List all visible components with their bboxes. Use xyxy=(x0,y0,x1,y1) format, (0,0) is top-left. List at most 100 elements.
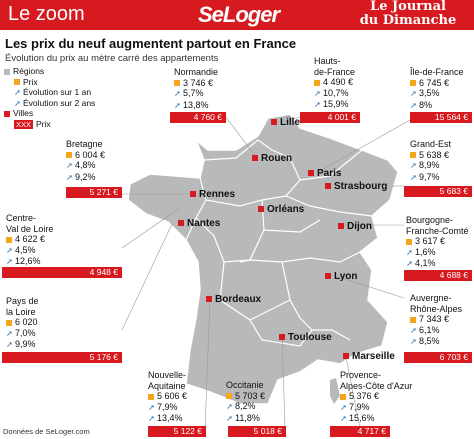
region-price: 5 606 € xyxy=(157,391,188,401)
seloger-logo: SeLoger xyxy=(198,2,280,27)
callout-bourgogne-franche-comte: Bourgogne- Franche-Comté 3 617 € ➚ 1,6% ➚… xyxy=(406,215,469,270)
region-name: Franche-Comté xyxy=(406,225,469,236)
region-evo2: 15,6% xyxy=(349,413,375,423)
arrow-icon: ➚ xyxy=(6,245,13,255)
arrow-icon: ➚ xyxy=(314,88,321,98)
region-name: Île-de-France xyxy=(410,67,464,77)
region-name: la Loire xyxy=(6,306,36,317)
region-evo2: 8% xyxy=(419,99,433,110)
price-icon xyxy=(410,316,416,323)
region-name: Auvergne- xyxy=(410,293,452,303)
callout-bretagne: Bretagne 6 004 € ➚ 4,8% ➚ 9,2% xyxy=(66,139,105,183)
region-price: 6 020 xyxy=(15,317,38,327)
city-price-marseille: 4 717 € xyxy=(330,426,390,437)
region-name: Bretagne xyxy=(66,139,103,149)
callout-occitanie: Occitanie 5 703 € ➚ 8,2% ➚ 11,8% xyxy=(226,380,265,424)
arrow-icon: ➚ xyxy=(410,172,417,182)
legend-regions: Régions xyxy=(13,66,45,76)
region-name: Alpes-Côte d'Azur xyxy=(340,380,413,391)
jdd-logo-line1: Le Journal xyxy=(370,0,446,14)
price-icon xyxy=(410,80,416,87)
city-strasbourg: Strasbourg xyxy=(325,181,387,192)
price-icon xyxy=(314,79,320,86)
city-marker-icon xyxy=(338,223,344,230)
leader-lines xyxy=(121,116,411,429)
arrow-icon: ➚ xyxy=(410,337,417,346)
region-evo1: 8,9% xyxy=(419,160,440,170)
region-evo1: 5,7% xyxy=(183,88,204,98)
legend-xxx-box: XXX xyxy=(14,119,34,129)
legend-evo1: Évolution sur 1 an xyxy=(23,87,92,97)
arrow-icon: ➚ xyxy=(174,100,181,110)
arrow-icon: ➚ xyxy=(14,98,21,108)
region-price: 4 622 € xyxy=(15,234,46,244)
city-price-rennes: 5 271 € xyxy=(66,187,122,198)
city-marker-icon xyxy=(178,220,184,227)
price-icon xyxy=(6,319,12,326)
region-evo1: 7,9% xyxy=(349,401,370,412)
city-marker-icon xyxy=(325,273,331,280)
region-price: 5 638 € xyxy=(419,149,450,160)
city-label: Marseille xyxy=(352,351,395,362)
callout-centre-val-de-loire: Centre- Val de Loire 4 622 € ➚ 4,5% ➚ 12,6… xyxy=(6,213,53,268)
region-price: 6 745 € xyxy=(419,77,450,88)
city-orleans: Orléans xyxy=(258,204,304,215)
header-bar: Le zoom SeLoger Le Journal du Dimanche xyxy=(0,0,474,30)
price-swatch xyxy=(14,79,20,86)
callout-auvergne-rhone-alpes: Auvergne- Rhône-Alpes 7 343 € ➚ 6,1% ➚ 8,5… xyxy=(410,293,462,348)
region-evo2: 11,8% xyxy=(235,412,260,423)
city-marker-icon xyxy=(258,206,264,213)
city-marker-icon xyxy=(325,183,331,190)
city-lyon: Lyon xyxy=(325,271,358,282)
city-label: Dijon xyxy=(347,221,372,232)
city-label: Rouen xyxy=(261,153,293,164)
region-name: Hauts- xyxy=(314,56,341,66)
arrow-icon: ➚ xyxy=(174,89,181,98)
city-rennes: Rennes xyxy=(190,189,235,200)
callout-normandie: Normandie 3 746 € ➚ 5,7% ➚ 13,8% xyxy=(174,67,218,111)
arrow-icon: ➚ xyxy=(410,325,417,335)
arrow-icon: ➚ xyxy=(410,161,417,170)
callout-pays-de-la-loire: Pays de la Loire 6 020 ➚ 7,0% ➚ 9,9% xyxy=(6,296,39,351)
city-label: Rennes xyxy=(199,189,236,200)
region-name: Occitanie xyxy=(226,380,264,390)
price-icon xyxy=(174,80,180,87)
city-price-strasbourg: 5 683 € xyxy=(404,186,472,197)
region-name: Pays de xyxy=(6,296,39,306)
arrow-icon: ➚ xyxy=(66,172,73,182)
region-evo2: 4,1% xyxy=(415,258,436,268)
region-evo2: 13,4% xyxy=(157,413,183,423)
arrow-icon: ➚ xyxy=(148,414,155,423)
city-marker-icon xyxy=(343,353,349,360)
price-icon xyxy=(6,236,12,243)
city-price-bordeaux: 5 122 € xyxy=(148,426,206,437)
city-price-orleans: 4 948 € xyxy=(2,267,122,278)
city-rouen: Rouen xyxy=(252,153,292,164)
legend-city-price: Prix xyxy=(36,118,51,129)
region-price: 6 004 € xyxy=(75,149,106,160)
city-marker-icon xyxy=(190,191,196,198)
price-icon xyxy=(406,238,412,245)
region-name: Normandie xyxy=(174,67,219,77)
city-price-paris: 15 564 € xyxy=(410,112,472,123)
region-evo1: 1,6% xyxy=(415,246,436,257)
region-price: 3 617 € xyxy=(415,236,446,246)
jdd-logo: Le Journal du Dimanche xyxy=(346,0,470,28)
city-marker-icon xyxy=(279,334,285,341)
city-lille: Lille xyxy=(271,117,300,128)
city-nantes: Nantes xyxy=(178,218,220,229)
region-swatch xyxy=(4,68,10,75)
city-label: Lyon xyxy=(334,271,358,282)
callout-grand-est: Grand-Est 5 638 € ➚ 8,9% ➚ 9,7% xyxy=(410,139,451,183)
region-evo1: 8,2% xyxy=(235,401,256,411)
city-toulouse: Toulouse xyxy=(279,332,332,343)
region-price: 7 343 € xyxy=(419,314,450,324)
arrow-icon: ➚ xyxy=(14,88,21,97)
region-name: Centre- xyxy=(6,213,37,223)
arrow-icon: ➚ xyxy=(340,414,347,423)
chart-subtitle: Évolution du prix au mètre carré des app… xyxy=(5,53,219,64)
city-price-nantes: 5 176 € xyxy=(2,352,122,363)
region-evo1: 10,7% xyxy=(323,87,349,98)
region-evo1: 6,1% xyxy=(419,324,440,335)
price-icon xyxy=(226,393,232,400)
